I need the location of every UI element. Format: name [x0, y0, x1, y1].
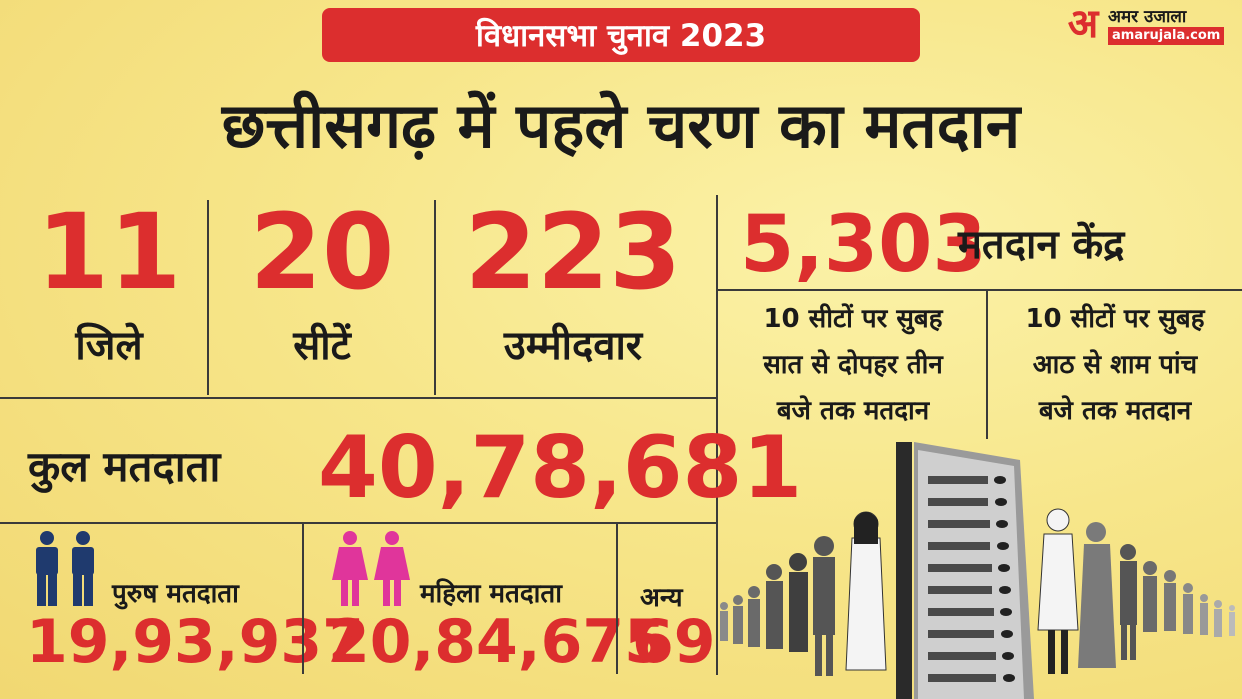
- divider: [718, 289, 1242, 291]
- timing-line: आठ से शाम पांच: [1032, 350, 1198, 380]
- amar-ujala-logo[interactable]: अ अमर उजाला amarujala.com: [1060, 1, 1236, 48]
- voters-queue-evm-illustration: [720, 442, 1235, 699]
- divider: [0, 522, 716, 524]
- voter-figures-left: [720, 511, 887, 676]
- seats-label: सीटें: [293, 323, 351, 369]
- divider: [302, 524, 304, 674]
- female-voters-label: महिला मतदाता: [420, 579, 562, 609]
- candidates-count: 223: [464, 191, 682, 313]
- voter-figures-right: [1037, 508, 1235, 674]
- districts-count: 11: [36, 191, 182, 313]
- timing-line: बजे तक मतदान: [776, 396, 930, 426]
- seats-count: 20: [249, 191, 395, 313]
- logo-url: amarujala.com: [1108, 27, 1225, 45]
- evm-machine-icon: [896, 442, 1034, 699]
- timing-phase-a: 10 सीटों पर सुबह सात से दोपहर तीन बजे तक…: [722, 296, 984, 434]
- timing-phase-b: 10 सीटों पर सुबह आठ से शाम पांच बजे तक म…: [990, 296, 1240, 434]
- female-voters-count: 20,84,675: [328, 607, 666, 677]
- timing-line: 10 सीटों पर सुबह: [1025, 304, 1205, 334]
- divider: [986, 291, 988, 439]
- total-voters-label: कुल मतदाता: [28, 442, 221, 491]
- candidates-label: उम्मीदवार: [503, 323, 643, 369]
- polling-centers-label: मतदान केंद्र: [958, 222, 1125, 268]
- logo-name: अमर उजाला: [1108, 7, 1187, 27]
- total-voters-count: 40,78,681: [318, 418, 803, 518]
- logo-mark-icon: अ: [1067, 1, 1099, 47]
- male-voters-icon: [36, 531, 94, 606]
- other-voters-label: अन्य: [640, 583, 683, 613]
- divider: [716, 195, 718, 675]
- divider: [616, 524, 618, 674]
- divider: [0, 397, 716, 399]
- section-banner: विधानसभा चुनाव 2023: [322, 8, 920, 62]
- timing-line: 10 सीटों पर सुबह: [763, 304, 943, 334]
- timing-line: सात से दोपहर तीन: [763, 350, 943, 380]
- divider: [434, 200, 436, 395]
- male-voters-count: 19,93,937: [26, 607, 364, 677]
- page-title: छत्तीसगढ़ में पहले चरण का मतदान: [221, 89, 1021, 162]
- other-voters-count: 69: [632, 607, 716, 677]
- districts-label: जिले: [75, 323, 143, 369]
- male-voters-label: पुरुष मतदाता: [112, 579, 239, 609]
- polling-centers-count: 5,303: [740, 200, 987, 290]
- divider: [207, 200, 209, 395]
- female-voters-icon: [332, 531, 410, 606]
- timing-line: बजे तक मतदान: [1038, 396, 1192, 426]
